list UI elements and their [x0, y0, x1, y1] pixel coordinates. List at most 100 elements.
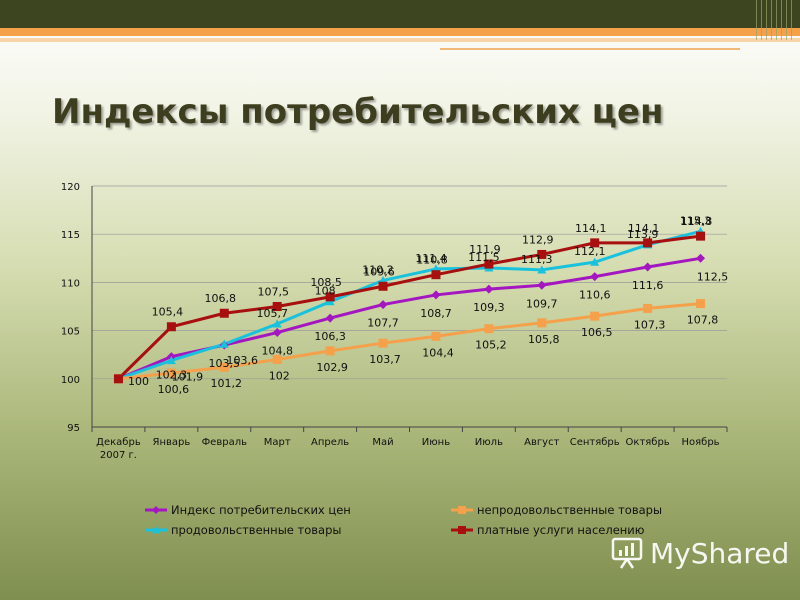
data-label-services-10: 114,1: [628, 222, 660, 235]
data-label-nonfood-4: 102,9: [316, 361, 348, 374]
corner-decoration: [756, 0, 796, 40]
data-label-cpi-2: 103,5: [209, 357, 241, 370]
point-nonfood-9: [590, 311, 600, 321]
point-services-6: [431, 270, 441, 280]
x-tick-label-7: Июль: [475, 437, 503, 448]
top-thin-stripe: [440, 48, 740, 50]
point-cpi-6: [431, 290, 441, 300]
legend-marker-food: [152, 526, 160, 534]
data-label-cpi-5: 107,7: [367, 317, 399, 330]
x-tick-label-2: Февраль: [202, 437, 248, 448]
point-food-1: [166, 355, 176, 365]
point-nonfood-8: [537, 318, 547, 328]
data-label-nonfood-6: 104,4: [422, 346, 454, 359]
data-label-food-8: 111,3: [521, 253, 553, 266]
top-orange-stripe: [0, 28, 800, 36]
data-label-services-7: 111,9: [469, 243, 501, 256]
point-cpi-9: [590, 272, 600, 282]
data-label-food-1: 101,9: [172, 370, 204, 383]
point-nonfood-10: [643, 303, 653, 313]
data-label-cpi-7: 109,3: [473, 301, 505, 314]
point-cpi-3: [272, 328, 282, 338]
data-label-nonfood-2: 101,2: [211, 377, 243, 390]
x-tick-label-0: Декабрь: [96, 437, 141, 448]
data-label-services-1: 105,4: [152, 306, 184, 319]
data-label-cpi-0: 100: [128, 375, 149, 388]
data-label-services-5: 109,6: [363, 265, 395, 278]
data-label-nonfood-1: 100,6: [158, 383, 190, 396]
point-nonfood-3: [272, 355, 282, 365]
point-cpi-5: [378, 300, 388, 310]
y-tick-label-95: 95: [67, 423, 80, 434]
point-services-7: [484, 259, 494, 269]
point-services-9: [590, 238, 600, 248]
y-tick-label-115: 115: [61, 230, 80, 241]
point-nonfood-11: [696, 299, 706, 309]
series-line-food: [117, 229, 701, 381]
y-tick-label-110: 110: [61, 278, 80, 289]
point-services-1: [166, 322, 176, 332]
legend-label-services: платные услуги населению: [477, 523, 645, 537]
point-services-10: [643, 238, 653, 248]
legend-marker-services: [458, 526, 466, 534]
point-nonfood-2: [219, 362, 229, 372]
legend-label-food: продовольственные товары: [171, 523, 341, 537]
y-tick-label-105: 105: [61, 327, 80, 338]
point-nonfood-4: [325, 346, 335, 356]
data-label-cpi-1: 102,3: [156, 369, 188, 382]
point-services-5: [378, 281, 388, 291]
data-label-nonfood-7: 105,2: [475, 339, 507, 352]
data-label-food-5: 110,2: [362, 263, 394, 276]
point-services-4: [325, 292, 335, 302]
series-line-nonfood: [118, 302, 701, 381]
data-label-nonfood-9: 106,5: [581, 326, 613, 339]
point-nonfood-5: [378, 338, 388, 348]
point-cpi-8: [537, 280, 547, 290]
x-tick-label-10: Октябрь: [626, 437, 670, 448]
presentation-icon: [611, 537, 643, 569]
x-tick-label-6: Июнь: [422, 437, 450, 448]
point-cpi-11: [696, 253, 706, 263]
data-label-food-2: 103,6: [227, 354, 259, 367]
top-light-stripe: [0, 38, 800, 42]
x-tick-label-5: Май: [372, 437, 393, 448]
data-label-food-4: 108: [315, 285, 336, 298]
point-food-8: [537, 265, 547, 274]
data-label-cpi-10: 111,6: [632, 279, 664, 292]
point-food-9: [590, 257, 600, 266]
data-label-services-2: 106,8: [205, 292, 237, 305]
data-label-cpi-4: 106,3: [314, 330, 346, 343]
x-tick-label-9: Сентябрь: [570, 437, 620, 448]
point-nonfood-7: [484, 324, 494, 334]
data-label-services-11: 114,8: [681, 215, 713, 228]
data-label-food-11: 115,3: [680, 214, 712, 227]
legend-marker-nonfood: [458, 506, 466, 514]
point-services-0: [113, 374, 123, 384]
x-tick-label-3: Март: [264, 437, 291, 448]
legend-marker-cpi: [152, 506, 160, 514]
data-label-cpi-9: 110,6: [579, 289, 611, 302]
legend-label-cpi: Индекс потребительских цен: [171, 503, 351, 517]
y-tick-label-120: 120: [61, 182, 80, 193]
data-label-nonfood-10: 107,3: [634, 318, 666, 331]
data-label-nonfood-8: 105,8: [528, 333, 560, 346]
point-services-3: [272, 302, 282, 311]
data-label-cpi-11: 112,5: [697, 270, 729, 283]
data-label-food-6: 111,4: [415, 252, 447, 265]
data-label-nonfood-3: 102: [269, 370, 290, 383]
data-label-services-8: 112,9: [522, 233, 554, 246]
top-dark-bar: [0, 0, 800, 28]
data-label-food-7: 111,5: [468, 251, 500, 264]
point-services-8: [537, 249, 547, 259]
watermark: MyShared: [610, 536, 789, 570]
data-label-food-10: 113,9: [627, 228, 659, 241]
data-label-nonfood-5: 103,7: [369, 353, 401, 366]
slide-title: Индексы потребительских цен: [52, 92, 664, 132]
data-label-services-9: 114,1: [575, 222, 607, 235]
data-label-food-3: 105,7: [256, 307, 288, 320]
point-food-2: [219, 339, 229, 348]
point-nonfood-6: [431, 331, 441, 341]
data-label-services-6: 110,8: [416, 254, 448, 267]
y-tick-label-100: 100: [61, 375, 80, 386]
